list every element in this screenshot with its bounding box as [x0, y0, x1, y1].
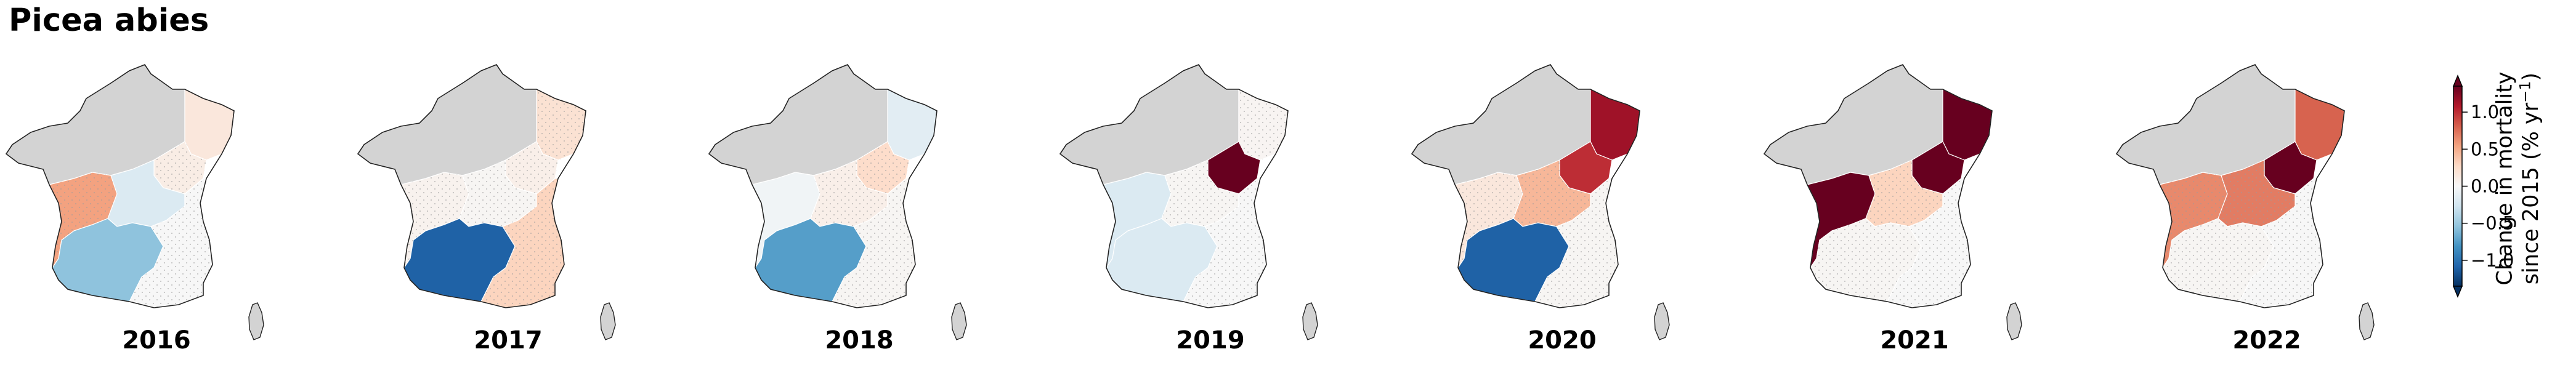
year-label-2016: 2016	[122, 326, 191, 355]
hatch-so-2021	[1810, 219, 1921, 302]
france-outline-2022	[2115, 64, 2345, 308]
france-outline-2018	[708, 64, 938, 308]
hatch-se-2016	[129, 178, 213, 308]
map-2017	[357, 64, 616, 340]
region-ne-2018	[887, 89, 938, 161]
colorbar-tick-label: 0.0	[2471, 176, 2499, 197]
colorbar-title-close: )	[2519, 72, 2544, 81]
corsica-2021	[2006, 302, 2022, 340]
hatch-se-2021	[1887, 178, 1970, 308]
hatch-sw-2016	[49, 172, 117, 268]
colorbar-title-line2: since 2015 (% yr	[2519, 102, 2544, 285]
france-outline-2016	[5, 64, 235, 308]
hatch-ca-2017	[460, 160, 537, 227]
map-2021	[1763, 64, 2022, 340]
hatch-sw-2020	[1455, 172, 1523, 268]
hatch-se-2017	[481, 178, 564, 308]
hatch-ca-2020	[1513, 160, 1590, 227]
france-outline-2017	[357, 64, 586, 308]
corsica-2017	[600, 302, 616, 340]
map-2016	[5, 64, 264, 340]
figure-title: Picea abies	[9, 2, 209, 39]
colorbar-tick-label: −0.5	[2471, 213, 2514, 234]
colorbar-extend-bottom	[2452, 286, 2463, 298]
region-ne-2016	[184, 89, 235, 161]
corsica-2022	[2359, 302, 2375, 340]
hatch-ce-2017	[506, 142, 558, 194]
colorbar-title-line1: Change in mortality	[2492, 71, 2517, 286]
hatch-se-2019	[1183, 178, 1266, 308]
hatch-ca-2021	[1866, 160, 1943, 227]
year-label-2017: 2017	[474, 326, 543, 355]
map-2018	[708, 64, 967, 340]
hatch-se-2018	[832, 178, 915, 308]
hatch-sw-2022	[2160, 172, 2227, 268]
hatch-ca-2018	[811, 160, 888, 227]
hatch-ce-2018	[857, 142, 909, 194]
year-label-2019: 2019	[1176, 326, 1245, 355]
hatch-sw-2017	[401, 172, 469, 268]
colorbar-tick-label: 1.0	[2471, 102, 2499, 122]
hatch-ce-2016	[154, 142, 206, 194]
colorbar-tick-label: 0.5	[2471, 138, 2499, 159]
corsica-2020	[1654, 302, 1670, 340]
region-ne-2022	[2295, 89, 2345, 161]
france-outline-2021	[1763, 64, 1993, 308]
corsica-2019	[1302, 302, 1318, 340]
hatch-so-2022	[2163, 219, 2274, 302]
colorbar-gradient	[2453, 86, 2463, 287]
colorbar-tick-label: −1.0	[2471, 250, 2514, 271]
map-2022	[2115, 64, 2375, 340]
france-outline-2020	[1411, 64, 1640, 308]
colorbar-extend-top	[2452, 74, 2463, 87]
hatch-se-2022	[2240, 178, 2323, 308]
region-ne-2021	[1942, 89, 1993, 161]
year-label-2022: 2022	[2232, 326, 2301, 355]
hatch-ca-2022	[2218, 160, 2295, 227]
year-label-2018: 2018	[825, 326, 894, 355]
hatch-se-2020	[1535, 178, 1618, 308]
year-label-2021: 2021	[1880, 326, 1949, 355]
corsica-2016	[248, 302, 264, 340]
map-2019	[1059, 64, 1318, 340]
hatch-ca-2019	[1162, 160, 1239, 227]
hatch-ne-2019	[1239, 89, 1288, 160]
colorbar-title-exponent: −1	[2516, 81, 2534, 103]
year-label-2020: 2020	[1528, 326, 1597, 355]
colorbar: 1.0 0.5 0.0 −0.5 −1.0	[2452, 74, 2514, 298]
hatch-ne-2017	[537, 89, 586, 160]
map-2020	[1411, 64, 1670, 340]
corsica-2018	[951, 302, 967, 340]
region-ne-2020	[1590, 89, 1640, 161]
france-outline-2019	[1059, 64, 1289, 308]
